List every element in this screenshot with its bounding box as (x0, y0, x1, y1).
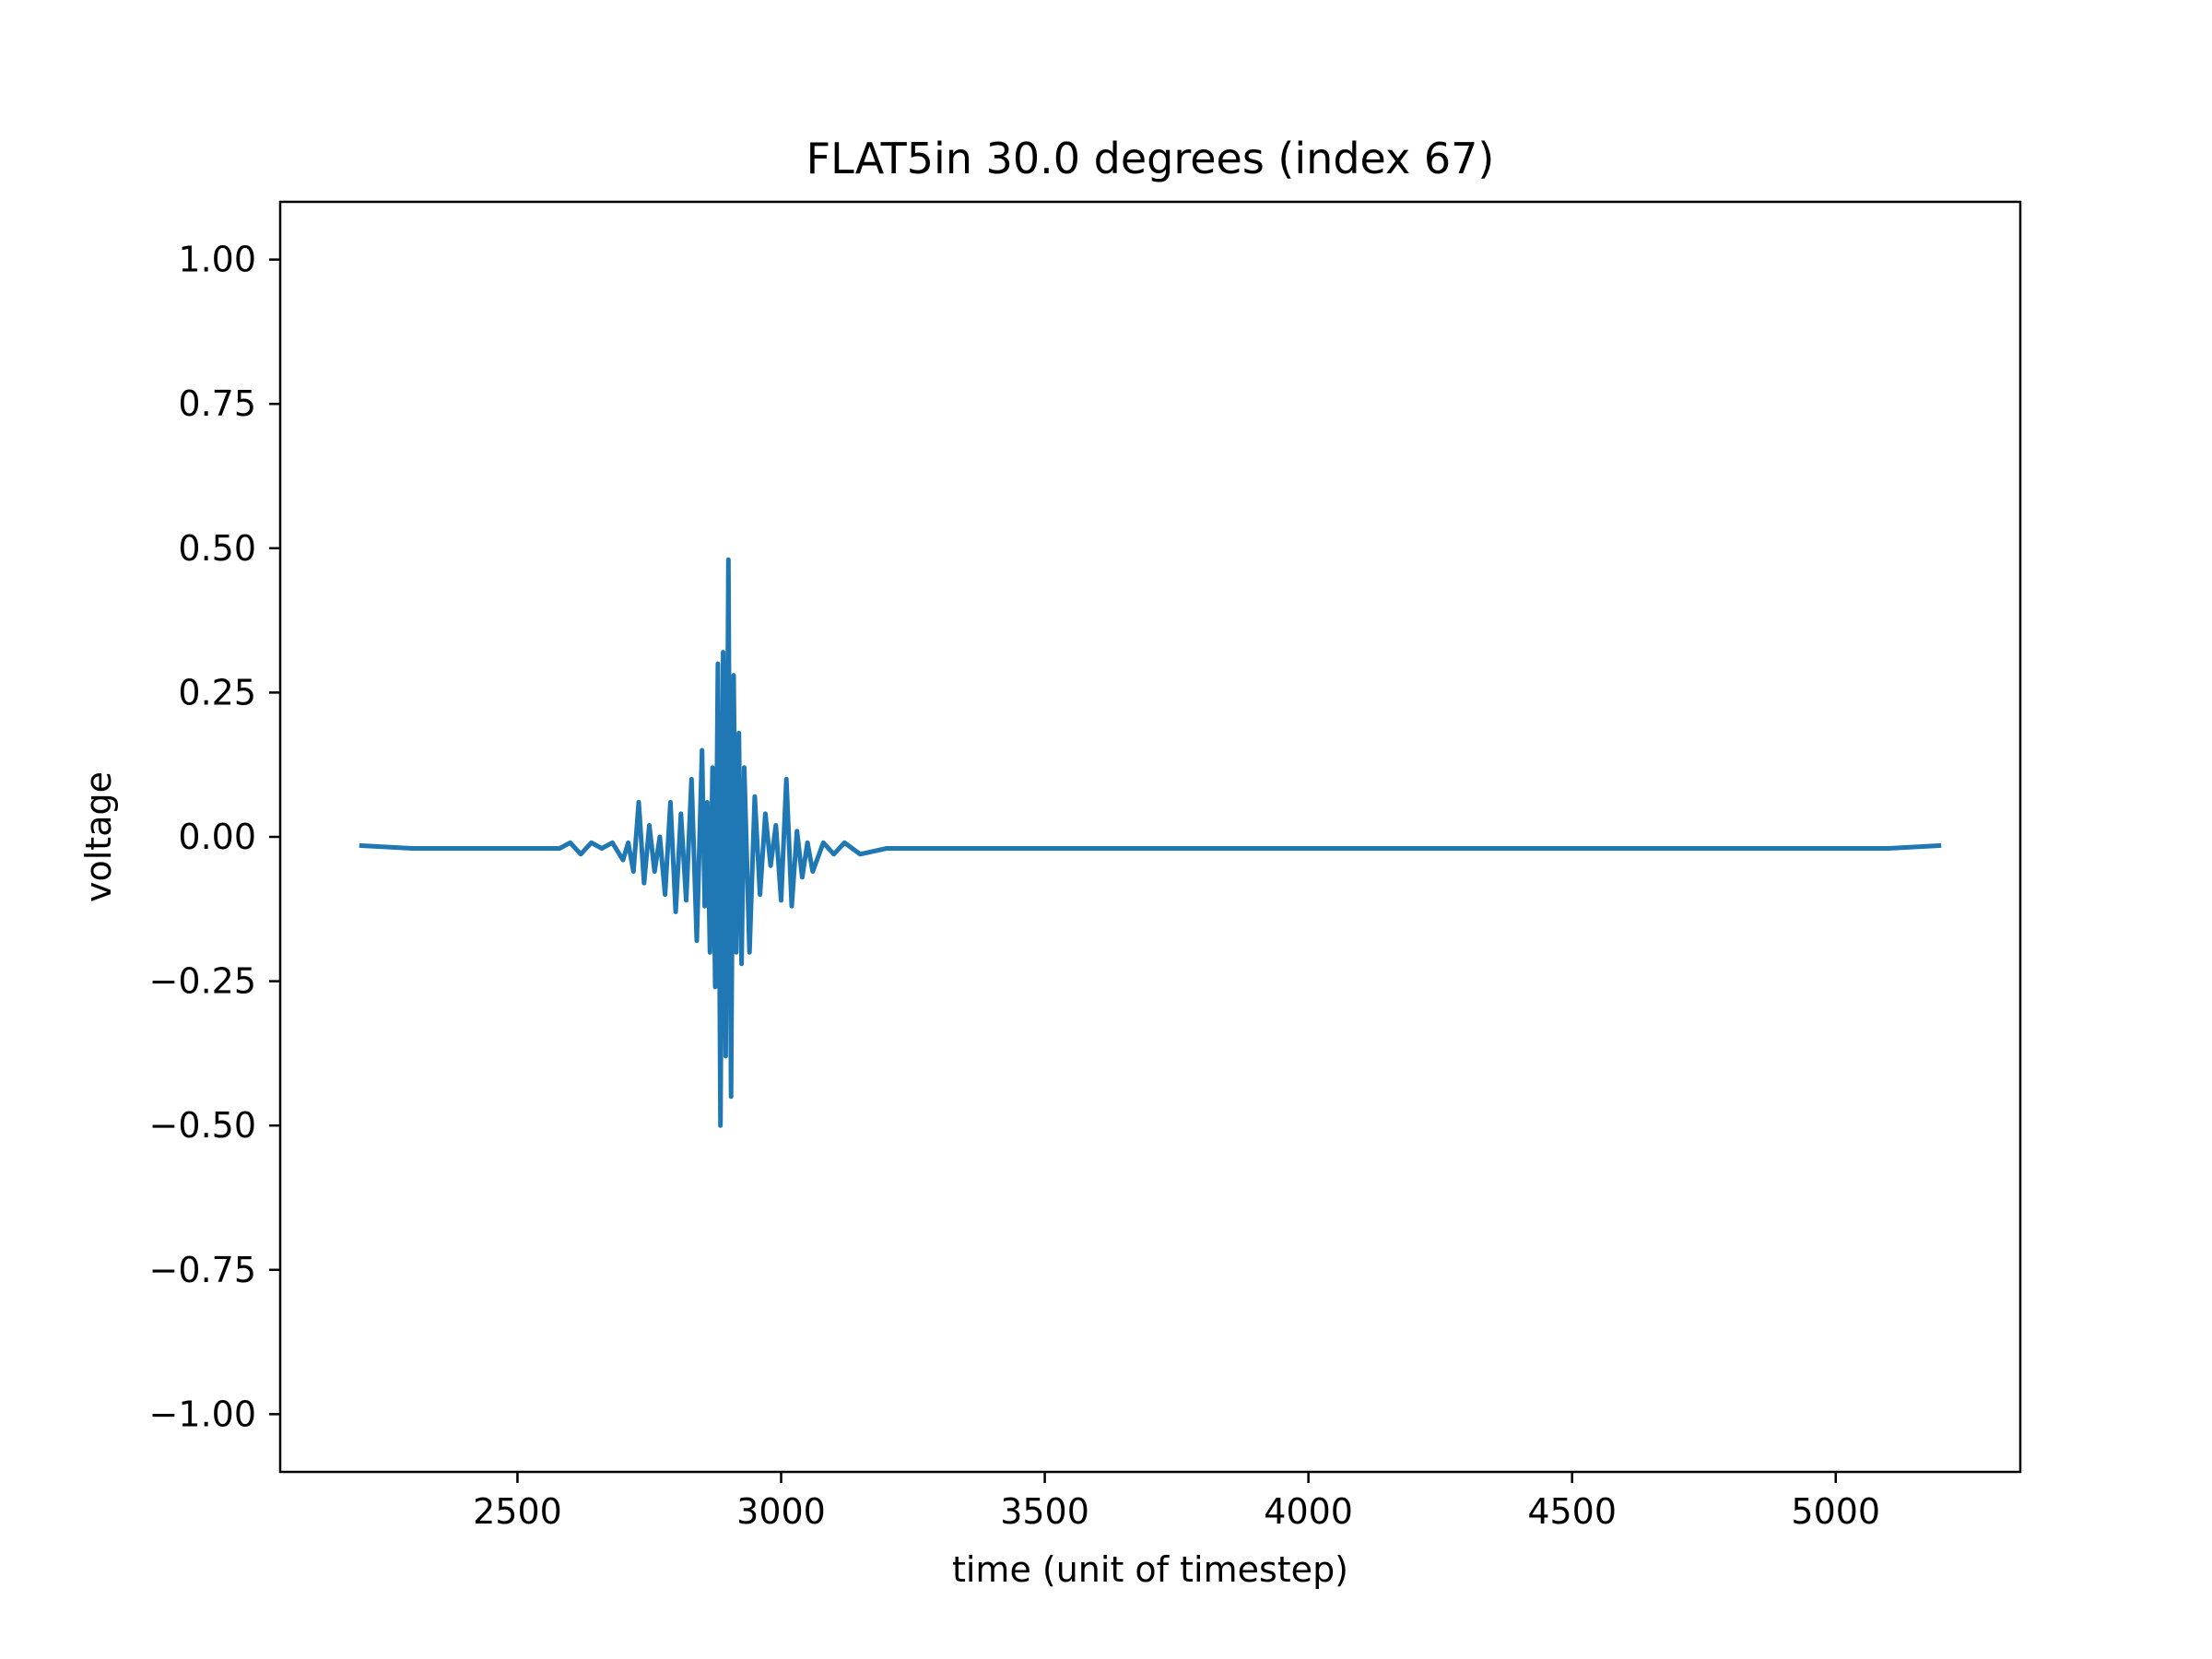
x-tick-label: 3000 (736, 1491, 826, 1532)
x-tick-label: 4000 (1264, 1491, 1353, 1532)
x-tick-label: 5000 (1791, 1491, 1880, 1532)
y-tick-label: −0.25 (149, 961, 256, 1002)
y-tick-label: 0.25 (178, 672, 256, 712)
plot-background (280, 202, 2020, 1472)
x-axis-label: time (unit of timestep) (952, 1549, 1348, 1590)
x-tick-label: 3500 (1000, 1491, 1089, 1532)
y-axis-label: voltage (78, 771, 119, 902)
y-tick-label: 1.00 (178, 240, 256, 280)
y-tick-label: 0.50 (178, 528, 256, 569)
y-tick-label: −0.50 (149, 1105, 256, 1146)
x-axis: 2500 3000 3500 4000 4500 5000 (473, 1472, 1880, 1532)
x-tick-label: 2500 (473, 1491, 562, 1532)
x-tick-label: 4500 (1527, 1491, 1617, 1532)
y-tick-label: 0.75 (178, 383, 256, 424)
y-tick-label: 0.00 (178, 817, 256, 857)
plot-area (278, 200, 2022, 1474)
chart-title: FLAT5in 30.0 degrees (index 67) (806, 134, 1495, 183)
y-axis: 1.00 0.75 0.50 0.25 0.00 −0.25 −0.50 −0.75 −1.00 (149, 240, 280, 1434)
series-line (359, 557, 1942, 1128)
y-tick-label: −0.75 (149, 1250, 256, 1290)
y-tick-label: −1.00 (149, 1394, 256, 1434)
